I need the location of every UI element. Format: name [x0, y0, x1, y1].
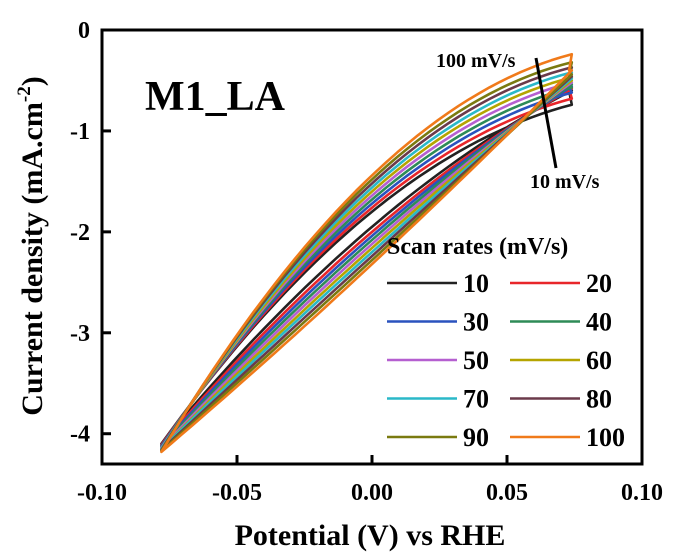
legend-label-90: 90: [463, 423, 489, 452]
legend-label-100: 100: [586, 423, 625, 452]
panel-label: M1_LA: [145, 74, 286, 120]
legend-label-50: 50: [463, 346, 489, 375]
legend-label-80: 80: [586, 385, 612, 414]
x-tick-label: -0.10: [77, 480, 127, 506]
legend-label-30: 30: [463, 308, 489, 337]
legend-label-40: 40: [586, 308, 612, 337]
legend-title: Scan rates (mV/s): [387, 234, 568, 260]
y-axis-title-main: Current density (mA.cm: [16, 102, 49, 416]
y-tick-label: -2: [70, 220, 90, 246]
legend: 10 20 30 40 50 60 70 80 90 100: [387, 269, 625, 452]
y-tick-label: -4: [70, 422, 90, 448]
x-axis-title: Potential (V) vs RHE: [235, 519, 506, 552]
x-tick-label: 0.10: [621, 480, 663, 506]
cv-curve-100: [160, 52, 574, 454]
y-tick-label: -3: [70, 321, 90, 347]
annotation-low: 10 mV/s: [530, 171, 600, 193]
legend-label-20: 20: [586, 269, 612, 298]
y-axis-title-sup: -2: [14, 86, 35, 102]
x-tick-label: 0.00: [351, 480, 393, 506]
axis-ticks: -0.10 -0.05 0.00 0.05 0.10 0 -1 -2 -3 -4: [70, 18, 663, 506]
legend-label-70: 70: [463, 385, 489, 414]
y-tick-label: -1: [70, 119, 90, 145]
legend-label-60: 60: [586, 346, 612, 375]
y-tick-label: 0: [78, 18, 90, 44]
annotation-high: 100 mV/s: [436, 50, 516, 72]
cv-curves: [160, 52, 574, 454]
y-axis-title: Current density (mA.cm-2): [14, 76, 49, 415]
x-tick-label: -0.05: [212, 480, 262, 506]
x-tick-label: 0.05: [486, 480, 528, 506]
y-axis-title-close: ): [16, 76, 49, 86]
legend-label-10: 10: [463, 269, 489, 298]
annotation-arrow: [534, 57, 558, 169]
